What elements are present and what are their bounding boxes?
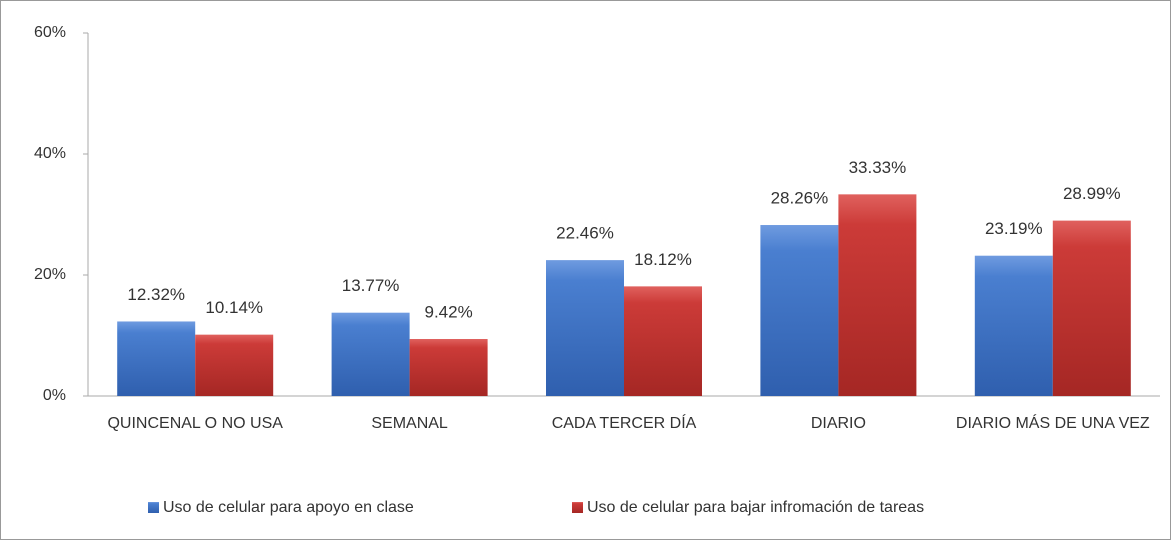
x-tick-label: CADA TERCER DÍA [551,415,697,432]
bar [838,194,917,396]
data-label: 9.42% [424,302,472,321]
data-label: 33.33% [849,158,907,177]
bar [624,286,702,396]
data-label: 22.46% [556,224,614,243]
bar [760,225,839,396]
y-tick-label: 40% [34,145,66,162]
x-tick-label: QUINCENAL O NO USA [107,415,283,432]
y-tick-label: 0% [43,387,66,404]
x-tick-label: SEMANAL [371,415,448,432]
data-label: 28.99% [1063,184,1121,203]
legend-label: Uso de celular para bajar infromación de… [587,499,924,516]
bar [195,334,274,396]
legend-swatch [148,502,159,513]
data-label: 18.12% [634,250,692,269]
bar [409,339,488,396]
y-tick-label: 60% [34,24,66,41]
data-label: 10.14% [205,298,263,317]
x-tick-label: DIARIO [810,415,866,432]
legend-swatch [572,502,583,513]
bar [331,312,410,396]
data-label: 23.19% [985,219,1043,238]
data-label: 13.77% [342,276,400,295]
x-tick-label: DIARIO MÁS DE UNA VEZ [955,415,1150,432]
bar [974,255,1053,396]
bar [546,260,624,396]
bar [1052,220,1131,396]
y-tick-label: 20% [34,266,66,283]
bar [117,321,196,396]
legend-label: Uso de celular para apoyo en clase [163,499,414,516]
data-label: 12.32% [127,285,185,304]
data-label: 28.26% [771,189,829,208]
